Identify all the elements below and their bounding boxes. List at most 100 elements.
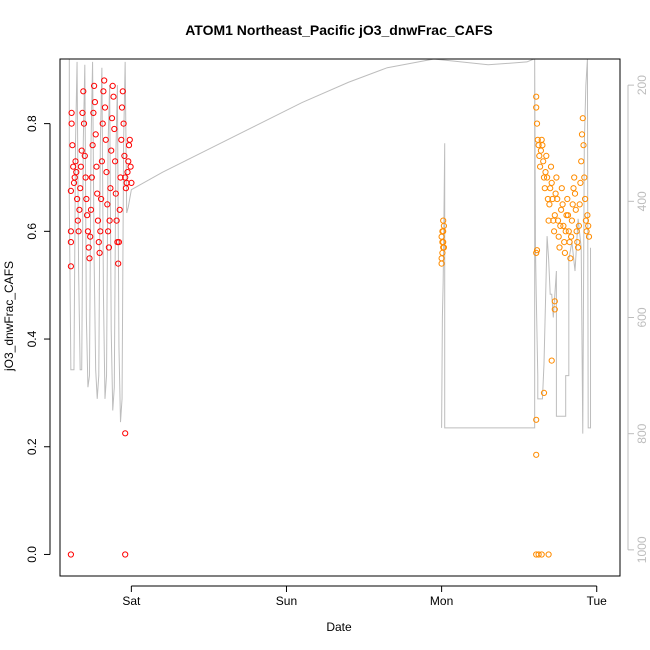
data-point-s2-79 [575, 244, 582, 251]
data-point-s2-19 [548, 357, 555, 364]
y-tick-label-1: 0.2 [25, 438, 39, 455]
data-point-s1-17 [75, 228, 82, 235]
data-point-s2-72 [569, 201, 576, 208]
data-point-s2-68 [566, 239, 573, 246]
data-point-s2-41 [545, 217, 552, 224]
data-point-s2-82 [577, 179, 584, 186]
data-point-s2-50 [552, 190, 559, 197]
data-point-s2-73 [570, 185, 577, 192]
data-point-s1-80 [124, 169, 131, 176]
data-point-s2-36 [541, 185, 548, 192]
chart-title: ATOM1 Northeast_Pacific jO3_dnwFrac_CAFS [185, 22, 493, 38]
data-point-s2-63 [562, 228, 569, 235]
data-point-s1-79 [123, 179, 130, 186]
data-point-s1-65 [112, 190, 119, 197]
data-point-s1-4 [67, 239, 75, 246]
data-point-s2-92 [585, 222, 592, 229]
x-tick-label-0: Sat [122, 594, 141, 608]
data-point-s1-34 [88, 174, 95, 181]
data-point-s2-40 [544, 195, 552, 203]
data-point-s2-59 [559, 201, 566, 208]
data-point-s1-31 [86, 255, 93, 262]
data-point-s1-78 [122, 185, 130, 192]
data-point-s1-13 [72, 158, 79, 165]
data-points [67, 77, 593, 558]
data-point-s1-33 [87, 206, 95, 213]
data-point-s2-28 [535, 142, 542, 149]
data-point-s1-14 [73, 169, 80, 176]
data-point-s1-2 [122, 430, 129, 437]
data-point-s2-9 [439, 228, 446, 235]
data-point-s1-16 [74, 217, 81, 224]
y-axis-label: jO3_dnwFrac_CAFS [2, 261, 16, 372]
y-tick-label-0: 0.0 [25, 546, 39, 563]
data-point-s2-15 [545, 551, 552, 558]
data-point-s2-30 [537, 163, 544, 170]
data-point-s1-43 [95, 239, 102, 246]
data-point-s2-37 [542, 169, 549, 176]
x-tick-label-3: Tue [587, 594, 608, 608]
data-point-s1-48 [99, 120, 106, 127]
data-point-s2-49 [551, 212, 558, 219]
data-point-s2-83 [578, 158, 585, 165]
data-point-s2-70 [568, 233, 575, 240]
data-point-s1-46 [98, 195, 105, 203]
data-point-s1-41 [94, 190, 101, 197]
data-point-s2-65 [564, 195, 571, 203]
data-point-s1-0 [67, 551, 75, 558]
data-point-s2-86 [580, 142, 587, 149]
data-point-s2-71 [568, 217, 576, 224]
data-point-s2-20 [551, 306, 558, 313]
data-point-s2-21 [551, 298, 558, 305]
data-point-s1-27 [83, 195, 90, 203]
data-point-s2-34 [540, 158, 547, 165]
data-point-s1-45 [97, 228, 104, 235]
data-point-s2-56 [557, 222, 564, 229]
data-point-s2-42 [546, 201, 553, 208]
data-point-s2-47 [550, 217, 557, 224]
data-point-s2-51 [553, 174, 560, 181]
data-point-s1-23 [80, 88, 87, 95]
data-point-s1-69 [115, 239, 123, 246]
data-point-s2-22 [533, 249, 540, 256]
data-point-s1-71 [117, 174, 124, 181]
data-point-s1-7 [68, 109, 75, 117]
data-point-s1-38 [91, 99, 99, 106]
data-point-s1-53 [103, 169, 110, 176]
data-point-s1-8 [68, 120, 75, 127]
data-point-s2-35 [540, 174, 548, 181]
data-point-s1-85 [128, 179, 135, 186]
data-point-s1-12 [71, 174, 78, 181]
data-point-s2-46 [549, 195, 556, 203]
data-point-s2-69 [567, 255, 574, 262]
data-point-s1-11 [70, 179, 78, 186]
data-point-s2-44 [547, 163, 555, 170]
data-point-s2-24 [533, 93, 540, 100]
data-point-s1-62 [110, 93, 117, 100]
data-point-s2-58 [558, 185, 565, 192]
data-point-s1-22 [79, 109, 86, 117]
data-point-s1-73 [118, 104, 126, 111]
data-point-s1-42 [94, 217, 102, 224]
data-point-s2-13 [535, 551, 542, 558]
data-point-s1-76 [121, 152, 128, 159]
data-point-s2-39 [544, 174, 551, 181]
data-point-s1-83 [126, 136, 133, 143]
data-point-s2-16 [533, 451, 540, 458]
data-point-s2-66 [564, 212, 572, 219]
data-point-s2-25 [533, 104, 540, 111]
data-point-s1-25 [81, 152, 88, 159]
data-point-s1-68 [115, 260, 122, 267]
x-tick-label-1: Sun [276, 594, 297, 608]
data-point-s1-37 [91, 82, 98, 90]
y2-tick-label-1: 400 [635, 191, 649, 211]
data-point-s2-8 [440, 217, 447, 224]
data-point-s2-53 [554, 217, 562, 224]
data-point-s1-54 [104, 201, 111, 208]
data-point-s1-18 [76, 206, 83, 213]
data-point-s2-14 [538, 551, 545, 558]
data-point-s2-80 [575, 222, 583, 229]
data-point-s1-49 [100, 88, 107, 95]
data-point-s2-61 [561, 239, 568, 246]
data-point-s1-24 [80, 120, 88, 127]
